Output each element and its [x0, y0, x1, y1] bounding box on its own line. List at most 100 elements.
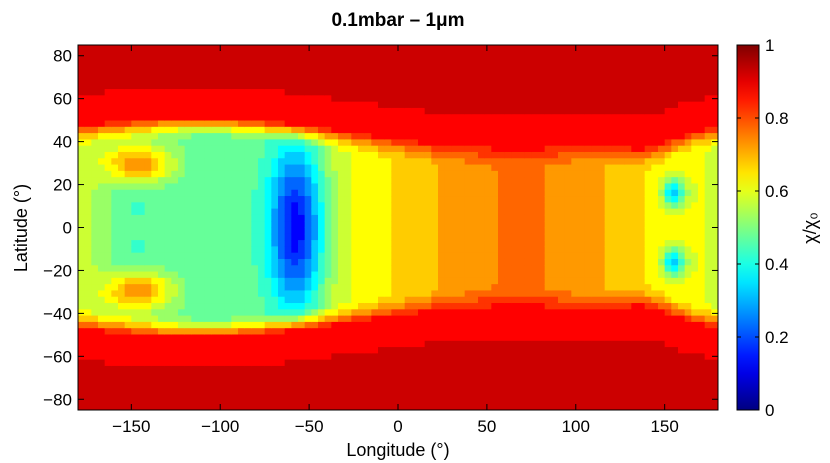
heatmap-cell [604, 347, 612, 354]
heatmap-cell [598, 340, 606, 348]
heatmap-cell [364, 397, 372, 405]
heatmap-cell [618, 290, 626, 298]
heatmap-cell [431, 183, 439, 191]
heatmap-cell [91, 397, 99, 405]
heatmap-cell [251, 158, 259, 166]
heatmap-cell [344, 158, 352, 166]
heatmap-cell [631, 76, 639, 84]
heatmap-cell [258, 158, 266, 166]
heatmap-cell [384, 139, 392, 147]
heatmap-cell [391, 347, 399, 354]
heatmap-cell [218, 265, 226, 273]
heatmap-cell [458, 145, 466, 153]
heatmap-cell [271, 101, 279, 109]
heatmap-cell [324, 82, 332, 90]
heatmap-cell [624, 372, 632, 380]
heatmap-cell [171, 240, 179, 247]
heatmap-cell [178, 133, 186, 140]
heatmap-cell [404, 321, 412, 329]
heatmap-cell [358, 403, 366, 410]
heatmap-cell [151, 189, 159, 197]
heatmap-cell [604, 240, 612, 247]
heatmap-cell [464, 353, 472, 361]
heatmap-cell [284, 271, 292, 279]
heatmap-cell [631, 246, 639, 254]
heatmap-cell [544, 158, 552, 166]
heatmap-cell [391, 378, 399, 386]
heatmap-cell [224, 353, 232, 361]
heatmap-cell [631, 271, 639, 279]
heatmap-cell [578, 145, 586, 153]
heatmap-cell [424, 151, 432, 159]
heatmap-cell [331, 189, 339, 197]
heatmap-cell [278, 265, 286, 273]
heatmap-cell [618, 384, 626, 392]
heatmap-cell [538, 221, 546, 229]
heatmap-cell [224, 158, 232, 166]
heatmap-cell [264, 233, 272, 241]
heatmap-cell [611, 63, 619, 71]
heatmap-cell [531, 347, 539, 354]
heatmap-cell [464, 126, 472, 134]
heatmap-cell [351, 45, 359, 52]
heatmap-cell [551, 265, 559, 273]
heatmap-cell [184, 277, 192, 285]
heatmap-cell [611, 145, 619, 153]
heatmap-cell [531, 114, 539, 122]
heatmap-cell [418, 246, 426, 254]
heatmap-cell [204, 221, 212, 229]
heatmap-cell [611, 164, 619, 172]
heatmap-cell [578, 334, 586, 342]
heatmap-cell [451, 353, 459, 361]
heatmap-cell [411, 315, 419, 323]
heatmap-cell [364, 89, 372, 96]
heatmap-cell [384, 145, 392, 153]
heatmap-cell [218, 290, 226, 298]
heatmap-cell [124, 340, 132, 348]
heatmap-cell [198, 303, 206, 310]
heatmap-cell [191, 384, 199, 392]
heatmap-cell [471, 258, 479, 266]
heatmap-cell [398, 309, 406, 317]
heatmap-cell [398, 384, 406, 392]
heatmap-cell [644, 139, 652, 147]
heatmap-cell [211, 51, 219, 59]
heatmap-cell [591, 265, 599, 273]
heatmap-cell [584, 347, 592, 354]
heatmap-cell [164, 353, 172, 361]
heatmap-cell [451, 214, 459, 222]
heatmap-cell [211, 170, 219, 178]
heatmap-cell [604, 133, 612, 140]
heatmap-cell [558, 177, 566, 185]
heatmap-cell [338, 45, 346, 52]
heatmap-cell [604, 353, 612, 361]
heatmap-cell [144, 365, 152, 373]
heatmap-cell [138, 378, 146, 386]
heatmap-cell [524, 397, 532, 405]
heatmap-cell [464, 208, 472, 216]
heatmap-cell [118, 126, 126, 134]
heatmap-cell [524, 82, 532, 90]
heatmap-cell [364, 164, 372, 172]
heatmap-cell [78, 170, 86, 178]
heatmap-cell [411, 76, 419, 84]
heatmap-cell [331, 309, 339, 317]
heatmap-cell [638, 353, 646, 361]
heatmap-cell [111, 246, 119, 254]
heatmap-cell [531, 365, 539, 373]
heatmap-cell [178, 321, 186, 329]
heatmap-cell [524, 202, 532, 210]
heatmap-cell [624, 45, 632, 52]
heatmap-cell [231, 391, 239, 399]
heatmap-cell [484, 202, 492, 210]
heatmap-cell [118, 177, 126, 185]
heatmap-cell [424, 101, 432, 109]
heatmap-cell [231, 57, 239, 65]
heatmap-cell [544, 221, 552, 229]
heatmap-cell [484, 145, 492, 153]
heatmap-cell [471, 284, 479, 292]
heatmap-cell [611, 391, 619, 399]
heatmap-cell [591, 340, 599, 348]
heatmap-cell [424, 353, 432, 361]
heatmap-cell [524, 252, 532, 260]
